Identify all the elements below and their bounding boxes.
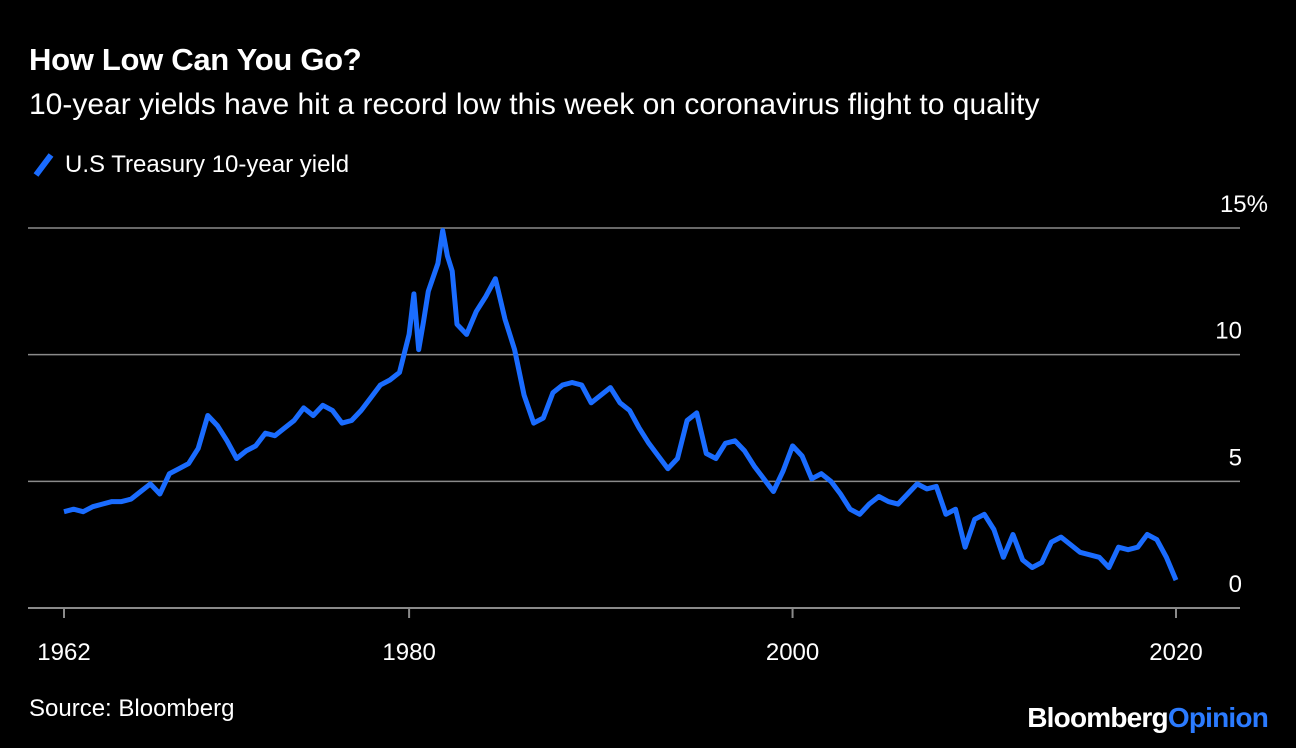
brand-logo-part1: Bloomberg [1027, 702, 1168, 733]
legend: U.S Treasury 10-year yield [29, 148, 349, 182]
y-axis-labels: 0 5 10 15% [1215, 191, 1268, 598]
x-tick-label: 2000 [766, 639, 819, 666]
chart-subtitle: 10-year yields have hit a record low thi… [29, 88, 1040, 121]
chart-title: How Low Can You Go? [29, 42, 362, 77]
y-tick-label: 10 [1215, 318, 1242, 345]
x-tick-label: 1962 [37, 639, 90, 666]
legend-label: U.S Treasury 10-year yield [65, 151, 350, 178]
x-axis-labels: 1962 1980 2000 2020 [37, 639, 1202, 666]
series-layer [63, 228, 1179, 582]
legend-line-icon [33, 153, 54, 177]
x-tick-label: 1980 [382, 639, 435, 666]
series-line-0 [63, 228, 1179, 582]
y-tick-label: 5 [1229, 444, 1242, 471]
source-note: Source: Bloomberg [29, 695, 235, 722]
y-tick-label: 15% [1220, 191, 1268, 218]
y-tick-label: 0 [1229, 571, 1242, 598]
brand-logo: BloombergOpinion [1027, 702, 1269, 734]
gridlines [28, 227, 1240, 483]
x-axis [28, 607, 1240, 618]
x-tick-label: 2020 [1149, 639, 1202, 666]
brand-logo-part2: Opinion [1167, 702, 1269, 733]
